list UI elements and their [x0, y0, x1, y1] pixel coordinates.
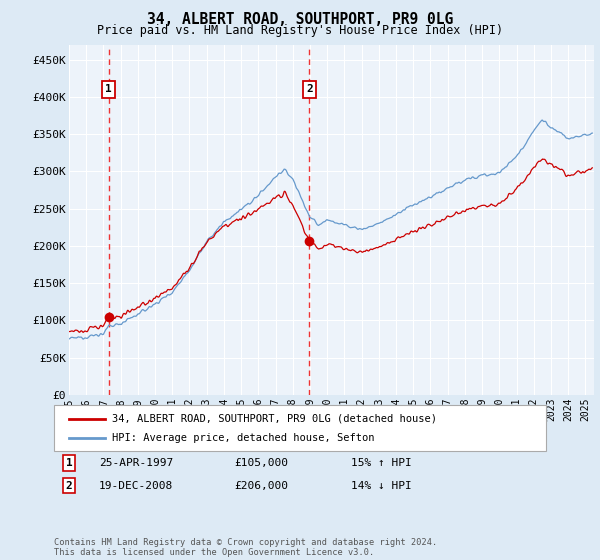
Text: £105,000: £105,000: [234, 458, 288, 468]
Text: 2: 2: [65, 480, 73, 491]
Text: 15% ↑ HPI: 15% ↑ HPI: [351, 458, 412, 468]
Text: 1: 1: [106, 85, 112, 95]
Text: 25-APR-1997: 25-APR-1997: [99, 458, 173, 468]
Text: 19-DEC-2008: 19-DEC-2008: [99, 480, 173, 491]
Text: 2: 2: [306, 85, 313, 95]
Text: 14% ↓ HPI: 14% ↓ HPI: [351, 480, 412, 491]
Text: 1: 1: [65, 458, 73, 468]
Text: Contains HM Land Registry data © Crown copyright and database right 2024.
This d: Contains HM Land Registry data © Crown c…: [54, 538, 437, 557]
Text: 34, ALBERT ROAD, SOUTHPORT, PR9 0LG: 34, ALBERT ROAD, SOUTHPORT, PR9 0LG: [147, 12, 453, 27]
Text: Price paid vs. HM Land Registry's House Price Index (HPI): Price paid vs. HM Land Registry's House …: [97, 24, 503, 36]
Text: £206,000: £206,000: [234, 480, 288, 491]
Text: HPI: Average price, detached house, Sefton: HPI: Average price, detached house, Seft…: [112, 433, 374, 443]
Text: 34, ALBERT ROAD, SOUTHPORT, PR9 0LG (detached house): 34, ALBERT ROAD, SOUTHPORT, PR9 0LG (det…: [112, 414, 437, 424]
